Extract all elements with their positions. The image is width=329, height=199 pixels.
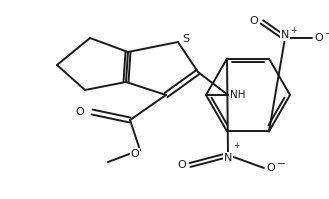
- Text: O: O: [249, 16, 258, 26]
- Text: N: N: [224, 153, 232, 163]
- Text: S: S: [183, 34, 190, 44]
- Text: O: O: [75, 107, 84, 117]
- Text: N: N: [281, 30, 289, 40]
- Text: O: O: [177, 160, 186, 170]
- Text: +: +: [233, 141, 240, 150]
- Text: −: −: [325, 29, 329, 39]
- Text: −: −: [277, 159, 286, 169]
- Text: O: O: [314, 33, 323, 43]
- Text: O: O: [266, 163, 275, 173]
- Text: +: +: [290, 26, 296, 35]
- Text: O: O: [131, 149, 139, 159]
- Text: NH: NH: [230, 90, 245, 100]
